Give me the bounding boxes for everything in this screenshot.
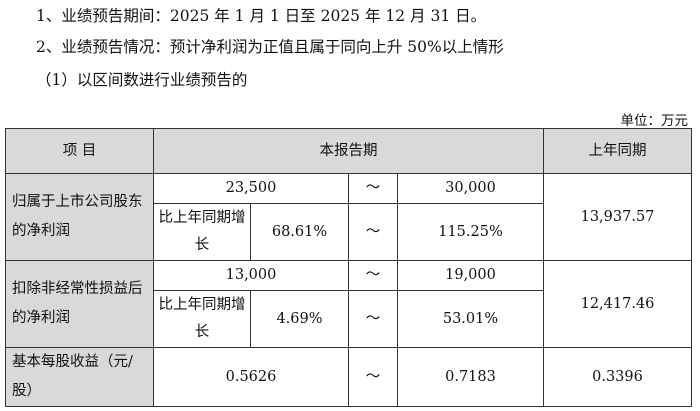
growth-low: 68.61%: [250, 203, 349, 261]
range-high: 30,000: [397, 173, 544, 204]
forecast-period: 1、业绩预告期间：2025 年 1 月 1 日至 2025 年 12 月 31 …: [36, 7, 487, 25]
tilde: ～: [348, 290, 398, 348]
growth-low: 4.69%: [250, 290, 349, 348]
prior-value: 13,937.57: [543, 173, 692, 261]
growth-high: 115.25%: [397, 203, 544, 261]
tilde: ～: [348, 347, 398, 407]
range-high: 19,000: [397, 260, 544, 291]
row-label: 基本每股收益（元/股）: [5, 347, 154, 407]
earnings-forecast-table: 项 目 本报告期 上年同期 归属于上市公司股东的净利润 23,500 ～ 30,…: [5, 128, 692, 407]
header-prior-period: 上年同期: [543, 128, 692, 174]
growth-label: 比上年同期增长: [153, 203, 251, 261]
forecast-situation: 2、业绩预告情况：预计净利润为正值且属于同向上升 50%以上情形: [36, 38, 504, 56]
row-label: 扣除非经常性损益后的净利润: [5, 260, 154, 348]
growth-high: 53.01%: [397, 290, 544, 348]
row-label: 归属于上市公司股东的净利润: [5, 173, 154, 261]
range-low: 23,500: [153, 173, 349, 204]
range-low: 0.5626: [153, 347, 349, 407]
range-low: 13,000: [153, 260, 349, 291]
tilde: ～: [348, 203, 398, 261]
tilde: ～: [348, 173, 398, 204]
growth-label: 比上年同期增长: [153, 290, 251, 348]
tilde: ～: [348, 260, 398, 291]
header-current-period: 本报告期: [153, 128, 544, 174]
forecast-method: （1）以区间数进行业绩预告的: [36, 71, 248, 89]
range-high: 0.7183: [397, 347, 544, 407]
header-item: 项 目: [5, 128, 154, 174]
unit-label: 单位：万元: [620, 113, 689, 129]
prior-value: 0.3396: [543, 347, 692, 407]
prior-value: 12,417.46: [543, 260, 692, 348]
